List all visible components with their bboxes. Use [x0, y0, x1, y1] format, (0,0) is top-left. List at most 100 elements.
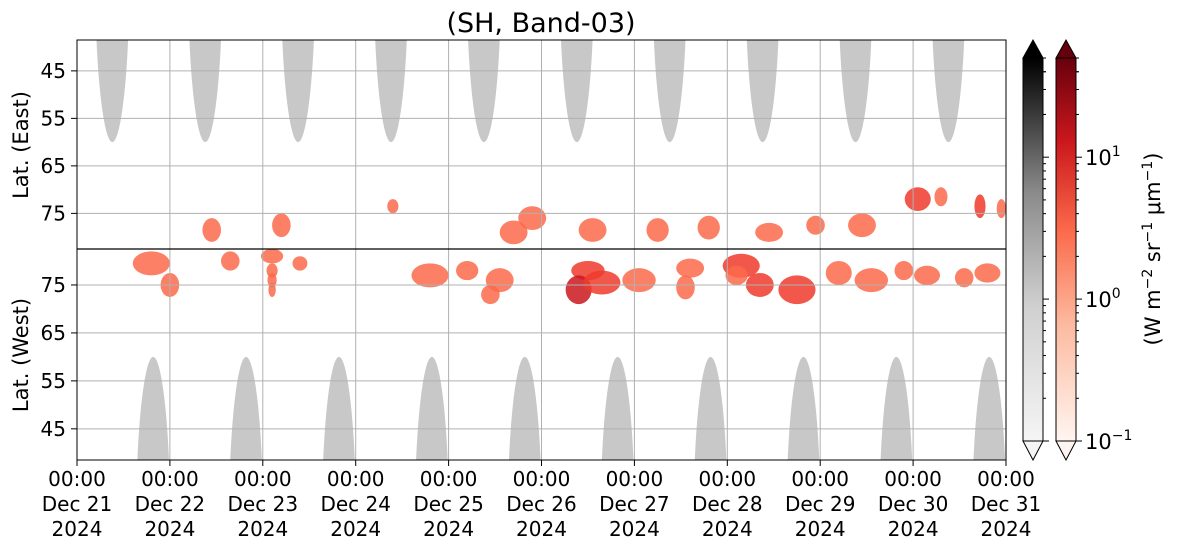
x-tick-label: 00:00: [513, 467, 571, 491]
x-tick-label: 00:00: [698, 467, 756, 491]
colorbar-tick-label: 100: [1085, 286, 1121, 312]
x-tick-label: 00:00: [420, 467, 478, 491]
colorbar-grey: [1022, 38, 1044, 462]
emission-cell: [268, 282, 276, 297]
colorbar-reds-bottom-extend: [1055, 440, 1077, 462]
x-tick-label: 00:00: [977, 467, 1035, 491]
east-emission-cells: [202, 187, 1006, 245]
y-tick-label: 45: [41, 417, 66, 441]
x-tick-label: Dec 31: [971, 492, 1042, 516]
emission-cell: [292, 256, 308, 271]
emission-cell: [778, 275, 816, 305]
colorbar-label: (W m−2 sr−1 μm−1): [1140, 153, 1165, 346]
east-daylight-mask: [746, 40, 779, 143]
y-tick-label: 65: [41, 154, 66, 178]
grid-lines: [76, 40, 1007, 460]
emission-cell: [894, 260, 914, 281]
colorbar-reds: [1055, 38, 1077, 462]
x-tick-label: Dec 24: [320, 492, 391, 516]
y-tick-label: 75: [41, 201, 66, 225]
emission-cell: [825, 260, 852, 285]
west-daylight-mask: [230, 356, 262, 460]
x-tick-label: Dec 27: [599, 492, 670, 516]
chart-title: (SH, Band-03): [446, 8, 635, 39]
emission-cell: [848, 213, 876, 238]
emission-cell: [676, 275, 695, 300]
emission-cell: [499, 220, 528, 245]
x-tick-label: 2024: [702, 517, 753, 541]
emission-cell: [725, 265, 748, 285]
x-tick-label: 2024: [144, 517, 195, 541]
emission-cell: [387, 199, 399, 214]
y-tick-label: 55: [41, 106, 66, 130]
colorbar-grey-bottom-extend: [1022, 440, 1044, 462]
east-daylight-mask: [96, 40, 129, 143]
emission-cell: [202, 218, 221, 242]
x-tick-label: 2024: [237, 517, 288, 541]
east-daylight-mask: [839, 40, 872, 143]
x-tick-label: Dec 21: [42, 492, 113, 516]
emission-cell: [806, 215, 825, 235]
x-tick-label: 2024: [795, 517, 846, 541]
x-tick-label: 2024: [423, 517, 474, 541]
x-tick-label: Dec 22: [135, 492, 206, 516]
x-tick-label: 2024: [52, 517, 103, 541]
emission-cell: [974, 194, 986, 219]
x-tick-label: 2024: [330, 517, 381, 541]
east-daylight-mask: [282, 40, 314, 143]
west-daylight-mask: [787, 356, 820, 460]
colorbar-tick-label: 10−1: [1085, 428, 1132, 454]
x-tick-label: 00:00: [141, 467, 199, 491]
emission-cell: [266, 263, 278, 278]
east-daylight-mask: [375, 40, 407, 143]
x-tick-label: Dec 26: [506, 492, 577, 516]
colorbar-ticks: 101 100 10−1: [1043, 57, 1132, 454]
x-tick-label: 00:00: [327, 467, 385, 491]
emission-cell: [954, 268, 974, 288]
west-daylight-mask: [880, 356, 913, 460]
east-daylight-masks: [96, 40, 965, 143]
emission-cell: [646, 218, 669, 242]
colorbar-reds-top-extend: [1056, 40, 1076, 58]
emission-cell: [676, 258, 705, 278]
emission-cell: [854, 268, 889, 293]
emission-cell: [996, 199, 1006, 219]
y-axis-label-west: Lat. (West): [9, 298, 33, 412]
emission-cell: [272, 213, 291, 238]
y-ticks: 45 55 65 75 75 65 55 45: [41, 59, 77, 441]
colorbar-grey-bar: [1022, 57, 1044, 442]
emission-cell: [622, 268, 656, 293]
x-tick-label: 00:00: [606, 467, 664, 491]
emission-cell: [411, 263, 449, 288]
emission-cell: [260, 249, 284, 264]
colorbar-reds-bar: [1055, 57, 1077, 442]
x-tick-label: 2024: [609, 517, 660, 541]
emission-cell: [132, 251, 170, 276]
emission-cell: [914, 265, 941, 285]
x-tick-label: 2024: [981, 517, 1032, 541]
emission-cell: [974, 263, 1001, 283]
x-tick-label: Dec 25: [413, 492, 484, 516]
x-tick-label: Dec 28: [692, 492, 763, 516]
emission-cell: [518, 206, 547, 230]
colorbar-tick-label: 101: [1085, 144, 1121, 170]
x-tick-label: 2024: [888, 517, 939, 541]
west-daylight-mask: [973, 356, 1006, 460]
x-tick-label: 2024: [516, 517, 567, 541]
x-tick-label: 00:00: [884, 467, 942, 491]
emission-cell: [697, 215, 720, 240]
colorbar-grey-top-extend: [1023, 40, 1043, 58]
emission-cell: [456, 260, 479, 281]
x-tick-label: 00:00: [234, 467, 292, 491]
y-tick-label: 65: [41, 321, 66, 345]
y-tick-label: 75: [41, 273, 66, 297]
emission-cell: [481, 284, 500, 305]
east-daylight-mask: [189, 40, 221, 143]
emission-cell: [755, 222, 784, 242]
west-daylight-masks: [137, 356, 1006, 460]
east-daylight-mask: [468, 40, 500, 143]
east-daylight-mask: [932, 40, 965, 143]
west-daylight-mask: [416, 356, 448, 460]
